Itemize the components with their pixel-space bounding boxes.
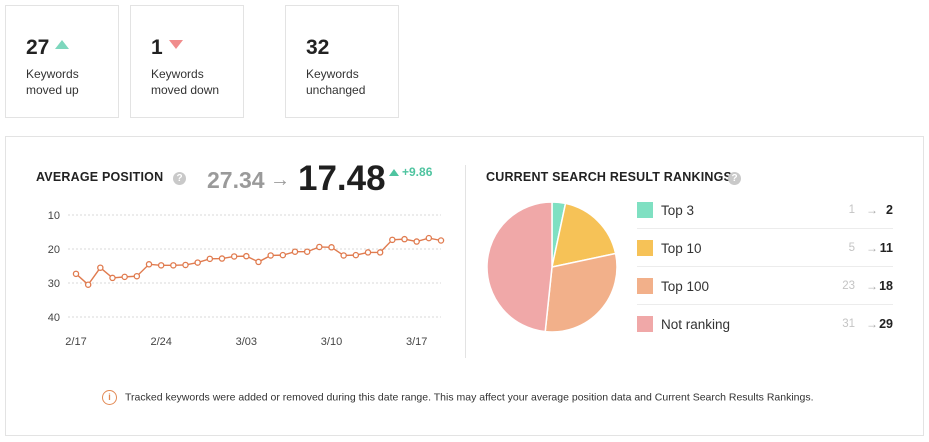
data-point[interactable]: [279, 251, 287, 259]
legend-swatch: [637, 278, 653, 294]
legend-row-not-ranking: Not ranking 31 → 29: [637, 305, 893, 343]
data-point[interactable]: [413, 238, 420, 245]
data-point[interactable]: [121, 273, 128, 281]
legend-label: Top 100: [661, 279, 710, 294]
moved-down-label: Keywords moved down: [151, 67, 220, 97]
data-point[interactable]: [316, 243, 323, 251]
data-point[interactable]: [328, 244, 335, 251]
data-point[interactable]: [437, 237, 445, 244]
current-average-position: 17.48: [298, 159, 386, 198]
x-tick-label: 3/03: [236, 336, 257, 348]
legend-swatch: [637, 316, 653, 332]
data-point[interactable]: [340, 252, 347, 259]
average-position-chart: 10 20 30 40 2/17 2/24 3/03 3/10 3/17: [48, 210, 445, 348]
notice-text: Tracked keywords were added or removed d…: [125, 391, 814, 404]
section-divider: [465, 165, 466, 358]
pie-slice-top-100[interactable]: [544, 252, 618, 333]
moved-up-label: Keywords moved up: [26, 67, 79, 97]
arrow-up-icon: [389, 169, 399, 176]
arrow-down-icon: [168, 39, 183, 49]
data-point[interactable]: [157, 262, 165, 269]
data-point[interactable]: [170, 262, 177, 269]
data-point[interactable]: [84, 281, 92, 288]
legend-row-top-3: Top 3 1 → 2: [637, 191, 893, 229]
data-point[interactable]: [389, 236, 396, 244]
legend-row-top-100: Top 100 23 → 18: [637, 267, 893, 305]
legend-row-top-10: Top 10 5 → 11: [637, 229, 893, 267]
y-tick-label: 30: [48, 278, 60, 290]
pie-slice-top-10[interactable]: [551, 202, 617, 268]
summary-card-unchanged: 32 Keywords unchanged: [285, 5, 399, 118]
info-icon: i: [102, 390, 117, 405]
rankings-panel: AVERAGE POSITION ? 27.34 → 17.48 +9.86 1…: [5, 136, 924, 436]
data-point[interactable]: [255, 258, 262, 266]
legend-label: Top 3: [661, 203, 695, 218]
legend-to-value: 11: [879, 241, 893, 255]
average-position-title: AVERAGE POSITION: [36, 170, 164, 184]
legend-swatch: [637, 202, 653, 218]
data-point[interactable]: [303, 248, 311, 255]
data-point[interactable]: [109, 274, 116, 282]
arrow-right-icon: →: [866, 241, 878, 255]
arrow-right-icon: →: [866, 203, 878, 217]
legend-swatch: [637, 240, 653, 256]
data-point[interactable]: [145, 261, 153, 268]
arrow-up-icon: [55, 39, 70, 49]
legend-label: Top 10: [661, 241, 702, 256]
question-icon[interactable]: ?: [728, 172, 741, 185]
data-point[interactable]: [230, 253, 238, 260]
legend-to-value: 2: [886, 203, 893, 217]
data-point[interactable]: [72, 270, 80, 278]
data-point[interactable]: [267, 252, 274, 259]
rankings-title: CURRENT SEARCH RESULT RANKINGS: [486, 170, 733, 184]
data-point[interactable]: [291, 248, 299, 255]
data-point[interactable]: [376, 249, 384, 256]
data-point[interactable]: [206, 255, 214, 263]
y-tick-label: 10: [48, 210, 60, 222]
x-tick-label: 2/24: [150, 336, 171, 348]
legend-from-value: 31: [842, 318, 855, 330]
legend-label: Not ranking: [661, 317, 731, 332]
moved-up-count: 27: [26, 36, 70, 60]
data-point[interactable]: [194, 259, 201, 266]
data-point[interactable]: [364, 249, 372, 256]
moved-down-count: 1: [151, 36, 183, 60]
x-tick-label: 3/17: [406, 336, 427, 348]
arrow-right-icon: →: [270, 169, 290, 191]
legend-from-value: 1: [848, 204, 855, 216]
x-tick-label: 2/17: [65, 336, 86, 348]
unchanged-label: Keywords unchanged: [306, 67, 366, 97]
arrow-right-icon: →: [866, 279, 878, 293]
data-point[interactable]: [352, 251, 360, 259]
data-point[interactable]: [182, 261, 189, 269]
summary-card-down: 1 Keywords moved down: [130, 5, 244, 118]
average-position-change: +9.86: [389, 165, 432, 179]
data-point[interactable]: [425, 234, 433, 242]
data-point[interactable]: [243, 252, 250, 260]
question-icon[interactable]: ?: [173, 172, 186, 185]
rankings-pie-chart: [486, 201, 618, 333]
x-tick-label: 3/10: [321, 336, 342, 348]
pie-slice-not-ranking[interactable]: [486, 201, 553, 333]
data-range-notice: i Tracked keywords were added or removed …: [102, 390, 814, 405]
unchanged-count: 32: [306, 36, 330, 59]
legend-from-value: 23: [842, 280, 855, 292]
data-point[interactable]: [401, 235, 408, 243]
data-point[interactable]: [218, 255, 226, 262]
legend-from-value: 5: [848, 242, 855, 254]
y-tick-label: 20: [48, 244, 60, 256]
arrow-right-icon: →: [866, 317, 878, 331]
legend-to-value: 18: [879, 279, 893, 293]
summary-card-up: 27 Keywords moved up: [5, 5, 119, 118]
legend-to-value: 29: [879, 317, 893, 331]
data-point[interactable]: [133, 272, 141, 280]
previous-average-position: 27.34: [207, 167, 265, 193]
data-point[interactable]: [97, 264, 104, 271]
y-tick-label: 40: [48, 312, 60, 324]
